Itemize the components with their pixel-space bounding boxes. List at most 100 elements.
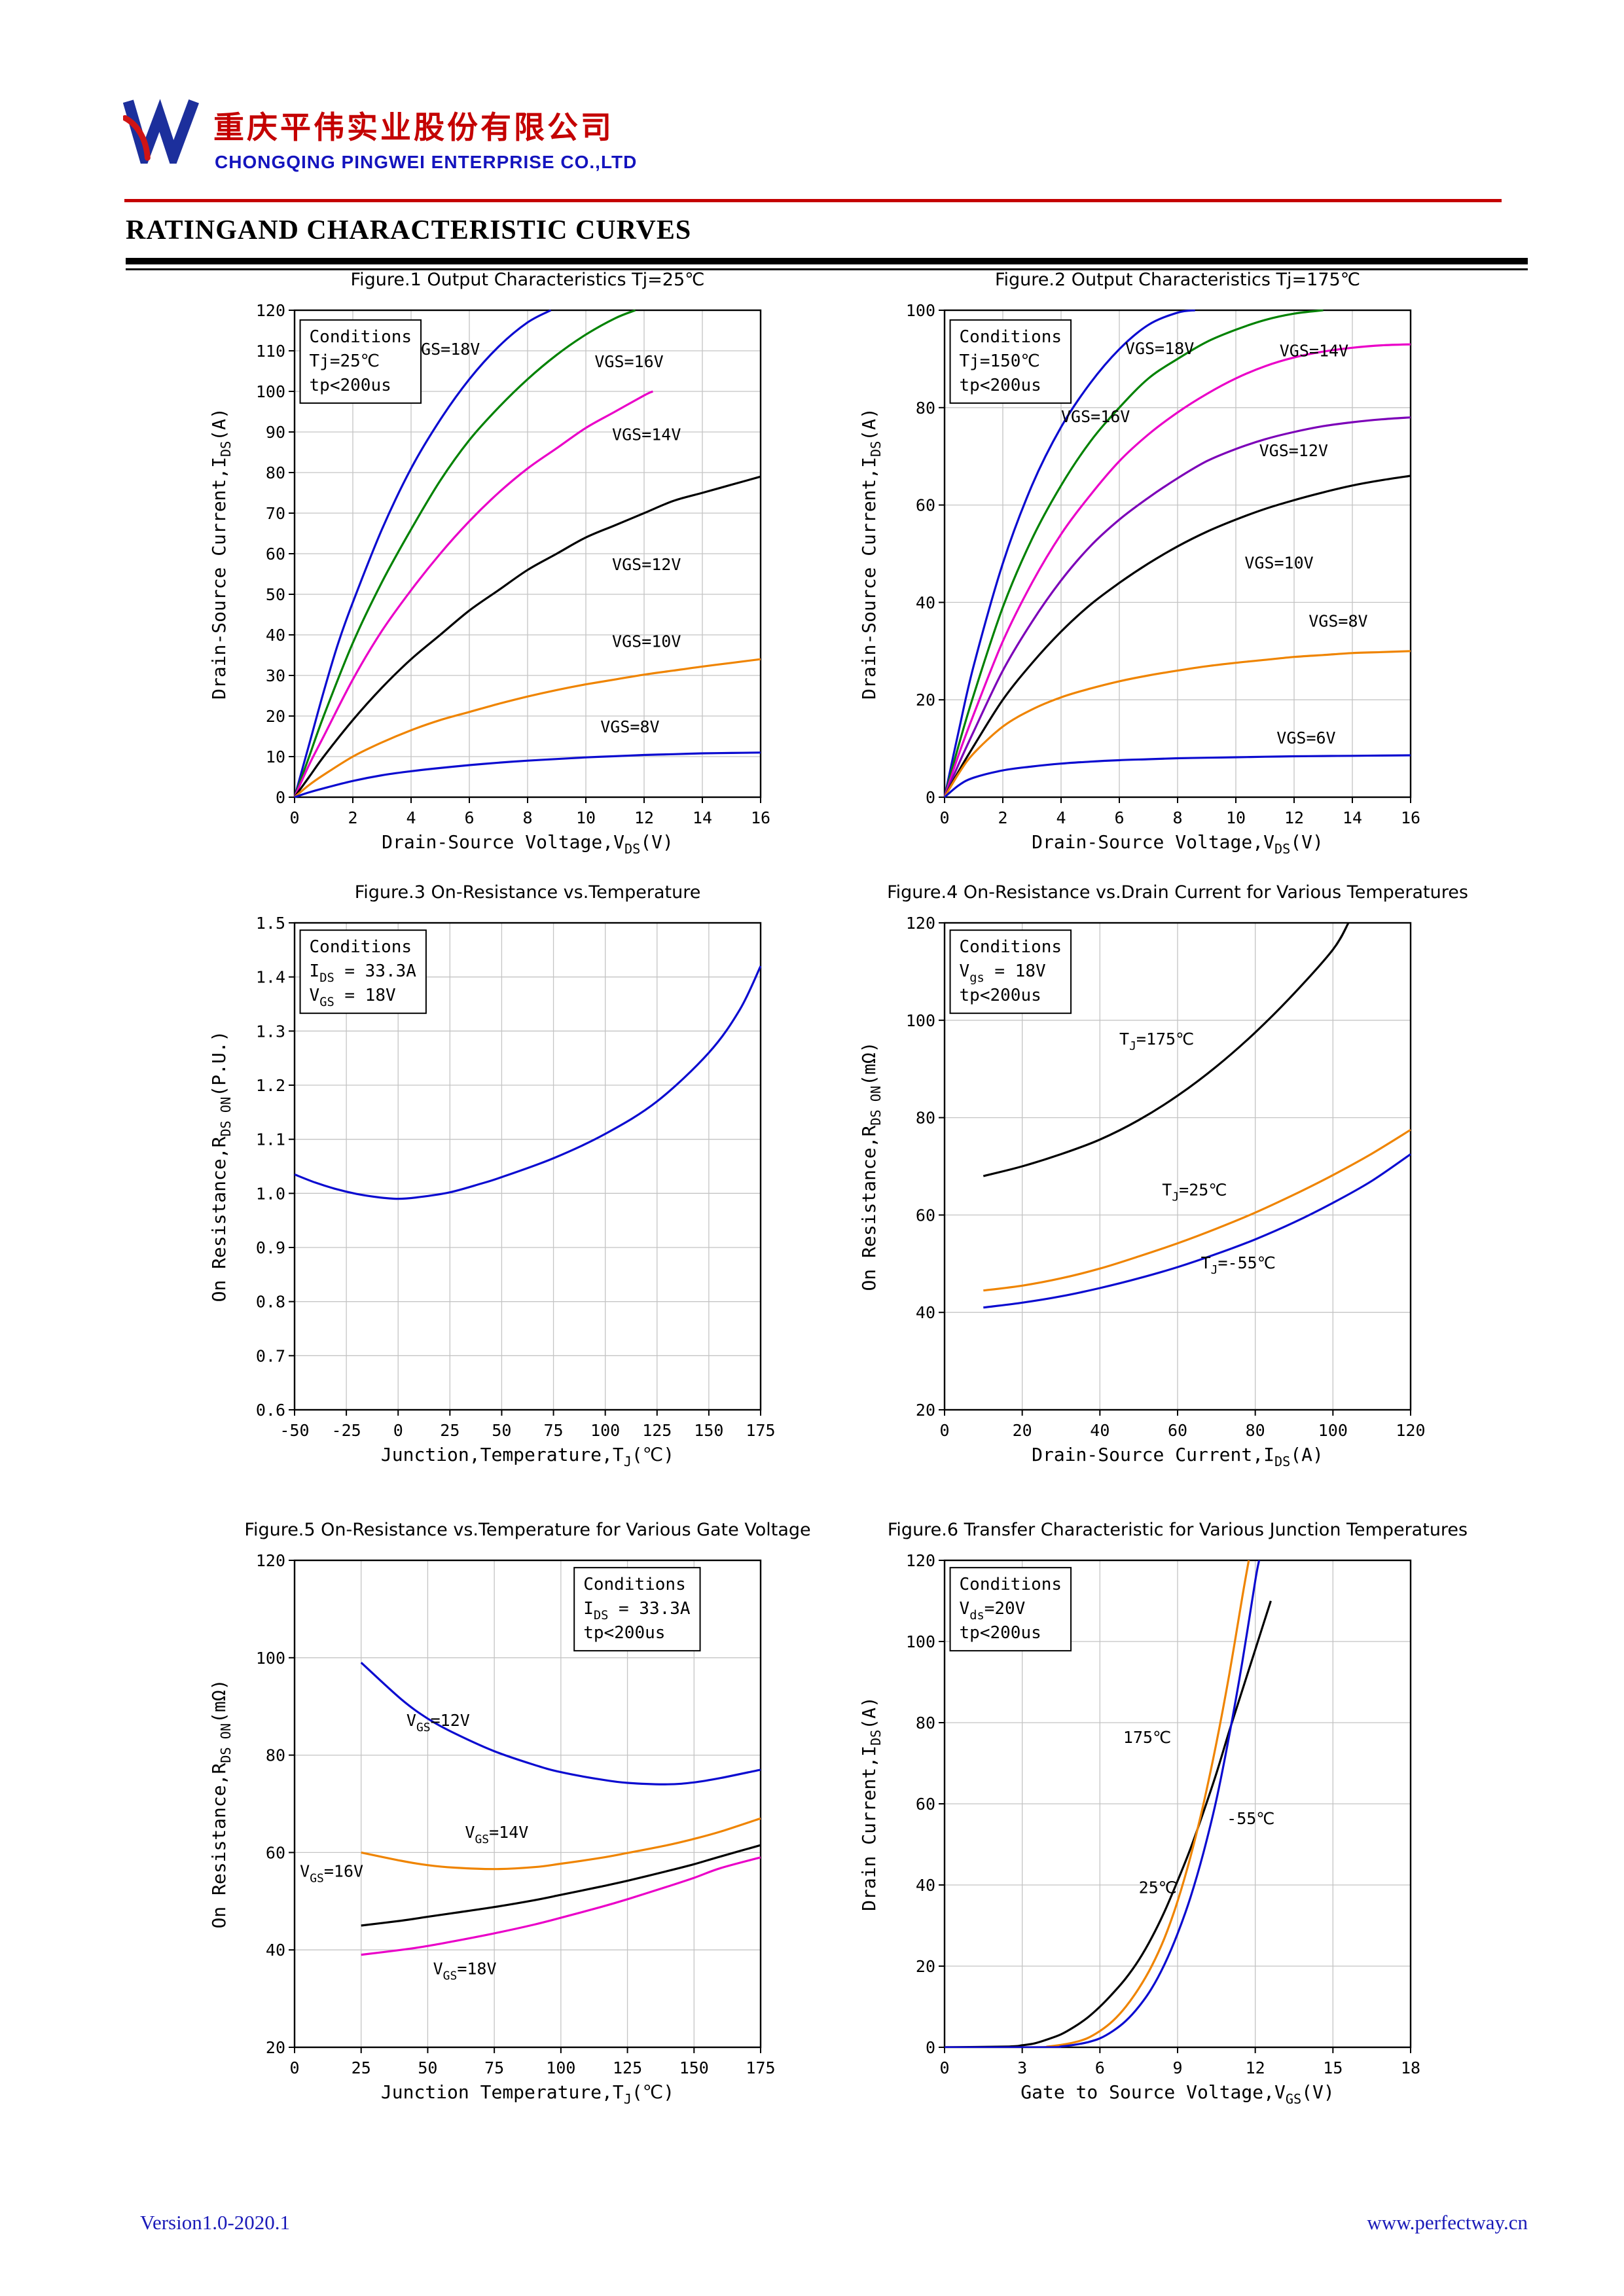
x-tick-label: 50 — [418, 2058, 437, 2077]
x-tick-label: 8 — [1172, 808, 1182, 827]
y-tick-label: 80 — [916, 399, 935, 418]
x-tick-label: 0 — [289, 2058, 299, 2077]
x-axis-label: Gate to Source Voltage,VGS(V) — [1020, 2081, 1334, 2107]
y-axis-label: On Resistance,RDS ON(mΩ) — [208, 1679, 234, 1928]
curve--55℃ — [944, 1560, 1261, 2048]
y-tick-label: 70 — [266, 504, 285, 523]
x-axis-label: Drain-Source Voltage,VDS(V) — [382, 831, 674, 857]
x-tick-label: 100 — [1318, 1421, 1348, 1440]
figure-1-output-characteristics-25c: Figure.1 Output Characteristics Tj=25℃ 0 2… — [196, 255, 805, 884]
y-tick-label: 1.2 — [256, 1076, 285, 1095]
y-tick-label: 100 — [256, 382, 285, 401]
series-label: VGS=16V — [1061, 407, 1130, 426]
conditions-line: Conditions — [960, 1575, 1062, 1594]
x-tick-label: 2 — [998, 808, 1007, 827]
curve-T_{J}=-55℃ — [983, 1153, 1411, 1309]
y-tick-label: 20 — [916, 1401, 935, 1420]
y-tick-label: 20 — [266, 707, 285, 726]
series-label: VGS=18V — [433, 1959, 497, 1982]
conditions-line: Tj=150℃ — [960, 351, 1040, 371]
figure-3-on-resistance-vs-temperature: Figure.3 On-Resistance vs.Temperature -50… — [196, 868, 805, 1496]
x-tick-label: 120 — [1396, 1421, 1425, 1440]
x-tick-label: 10 — [1226, 808, 1246, 827]
x-tick-label: 10 — [576, 808, 596, 827]
x-tick-label: 100 — [546, 2058, 575, 2077]
y-axis-label: On Resistance,RDS ON(mΩ) — [858, 1041, 884, 1291]
curve-T_{J}=25℃ — [983, 1128, 1411, 1292]
conditions-line: tp<200us — [960, 1623, 1041, 1643]
conditions-line: Conditions — [310, 937, 412, 957]
x-tick-label: 50 — [492, 1421, 511, 1440]
series-label: VGS=18V — [411, 340, 480, 359]
figure-6-transfer-characteristic: Figure.6 Transfer Characteristic for Var… — [846, 1505, 1468, 2134]
curve-VGS=10V — [294, 658, 761, 798]
x-tick-label: 150 — [694, 1421, 723, 1440]
conditions-box — [949, 319, 1072, 404]
x-tick-label: 4 — [406, 808, 416, 827]
figure-title: Figure.3 On-Resistance vs.Temperature — [355, 882, 701, 903]
y-tick-label: 60 — [916, 496, 935, 515]
x-tick-label: 3 — [1017, 2058, 1027, 2077]
y-tick-label: 10 — [266, 747, 285, 766]
conditions-line: Vds=20V — [960, 1599, 1026, 1623]
curve-VGS=14V — [944, 343, 1411, 798]
x-tick-label: 75 — [484, 2058, 504, 2077]
title-rule-thin — [126, 268, 1528, 270]
x-tick-label: 6 — [1095, 2058, 1105, 2077]
series-label: TJ=-55℃ — [1201, 1253, 1276, 1277]
figure-title: Figure.5 On-Resistance vs.Temperature fo… — [244, 1520, 810, 1540]
plot-border — [293, 1559, 762, 2049]
series-label: VGS=18V — [1125, 339, 1194, 358]
plot-border — [293, 922, 762, 1411]
x-axis-label: Junction Temperature,TJ(℃) — [381, 2081, 674, 2107]
x-tick-label: 25 — [440, 1421, 460, 1440]
conditions-box — [299, 319, 422, 404]
y-tick-label: 80 — [266, 463, 285, 482]
x-axis-label: Drain-Source Voltage,VDS(V) — [1032, 831, 1324, 857]
curve-VGS=16V — [294, 310, 636, 798]
conditions-line: Conditions — [583, 1575, 686, 1594]
conditions-line: Vgs = 18V — [960, 961, 1046, 985]
figure-4-on-resistance-vs-drain-current: Figure.4 On-Resistance vs.Drain Current … — [846, 868, 1468, 1496]
y-tick-label: 30 — [266, 666, 285, 685]
conditions-line: Conditions — [310, 327, 412, 347]
y-tick-label: 120 — [256, 301, 285, 320]
curve-VGS=10V — [944, 475, 1411, 798]
y-tick-label: 1.4 — [256, 968, 285, 987]
conditions-line: Tj=25℃ — [310, 351, 380, 371]
figure-5-plot: Figure.5 On-Resistance vs.Temperature fo… — [208, 1520, 811, 2107]
header-divider — [124, 199, 1502, 202]
conditions-line: VGS = 18V — [310, 986, 396, 1009]
y-tick-label: 0 — [276, 788, 285, 807]
conditions-box — [949, 929, 1072, 1014]
x-tick-label: 4 — [1056, 808, 1066, 827]
conditions-box — [949, 1567, 1072, 1652]
x-tick-label: 12 — [1284, 808, 1304, 827]
figure-6-plot: Figure.6 Transfer Characteristic for Var… — [858, 1520, 1468, 2107]
series-label: VGS=14V — [1280, 342, 1348, 361]
series-label: VGS=12V — [406, 1711, 470, 1734]
series-label: VGS=14V — [612, 425, 681, 444]
logo-w-shape — [122, 99, 200, 174]
x-tick-label: 60 — [1168, 1421, 1187, 1440]
conditions-line: tp<200us — [310, 376, 391, 395]
series-label: -55℃ — [1227, 1809, 1274, 1828]
x-tick-label: 15 — [1323, 2058, 1343, 2077]
y-tick-label: 120 — [906, 914, 935, 933]
conditions-box — [299, 929, 427, 1014]
y-axis-label: Drain-Source Current,IDS(A) — [208, 408, 234, 700]
x-tick-label: 75 — [544, 1421, 564, 1440]
series-label: VGS=8V — [600, 717, 659, 736]
y-tick-label: 100 — [906, 1011, 935, 1030]
company-name-en: CHONGQING PINGWEI ENTERPRISE CO.,LTD — [215, 152, 638, 172]
y-tick-label: 0.7 — [256, 1346, 285, 1365]
x-tick-label: 9 — [1172, 2058, 1182, 2077]
curve-VGS=18V — [944, 310, 1195, 798]
series-label: 175℃ — [1123, 1728, 1171, 1747]
y-tick-label: 80 — [266, 1746, 285, 1765]
y-tick-label: 120 — [906, 1551, 935, 1570]
x-tick-label: 0 — [289, 808, 299, 827]
x-tick-label: 125 — [642, 1421, 672, 1440]
curve-V_{GS}=16V — [361, 1844, 761, 1927]
figure-title: Figure.2 Output Characteristics Tj=175℃ — [995, 270, 1360, 290]
